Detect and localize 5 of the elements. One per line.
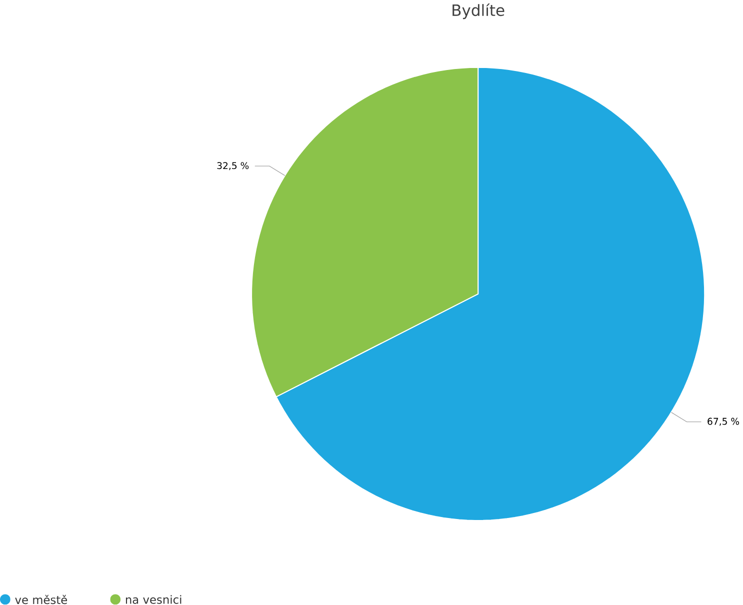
legend-label: ve městě — [15, 595, 68, 604]
chart-title: Bydlíte — [452, 4, 504, 20]
data-label: 32,5 % — [217, 162, 249, 170]
data-label: 67,5 % — [708, 418, 740, 426]
legend-label: na vesnici — [126, 595, 182, 604]
